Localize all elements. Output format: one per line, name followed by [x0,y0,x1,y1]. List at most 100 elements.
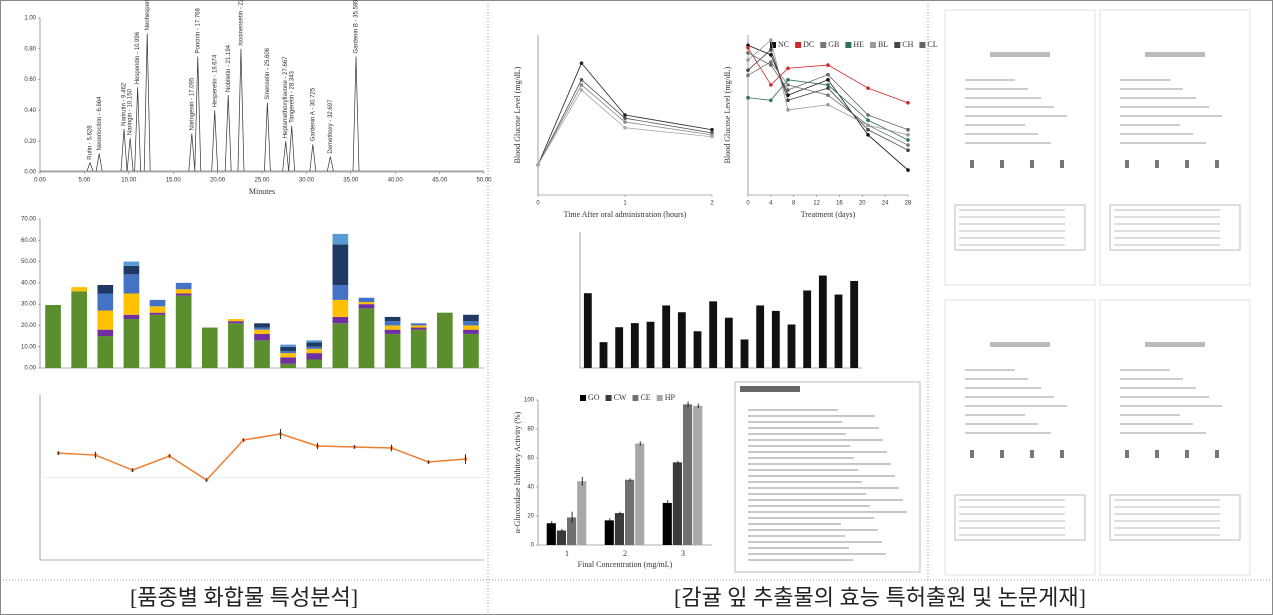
caption: [감귤 잎 추출물의 효능 특허출원 및 논문게재] [674,585,1086,610]
x-tick-label: 8 [792,201,796,207]
bar-segment [123,319,140,368]
bar-segment [123,314,140,320]
bar-segment [332,323,349,368]
y-tick-label: 0.40 [24,108,36,114]
bar-segment [384,321,401,326]
patent-seal [1060,450,1064,458]
peak-label: Gardenin B - 35.589 [354,0,360,54]
bar-segment [175,282,192,290]
point [746,43,750,48]
bar [599,342,608,368]
legend-label: CW [614,393,627,402]
peak [194,56,202,172]
bar [850,280,859,368]
x-tick-label: 16 [836,201,843,207]
point [826,63,830,67]
patent-seal [970,450,974,458]
peak-label: Naringenin - 17.095 [189,77,195,130]
point [786,88,790,92]
y-tick-label: 0.60 [24,77,36,83]
bar-segment [175,293,192,296]
patent-seal [1125,160,1129,168]
bar-segment [436,312,453,368]
point [786,83,790,87]
point [906,168,910,172]
x-tick-label: 40.00 [388,178,404,184]
point [710,127,714,132]
bar [556,530,566,545]
point [906,138,910,142]
bar-segment [463,325,479,330]
x-tick-label: 0 [746,201,750,207]
bar-segment [201,327,218,368]
bar-segment [149,306,166,313]
bar-segment [123,293,140,315]
y-tick-label: 50.00 [21,259,37,265]
patent-seal [1000,160,1004,168]
y-tick-label: 0.80 [24,46,36,52]
x-tick-label: 50.00 [476,178,492,184]
bar [693,405,703,545]
line [747,49,909,151]
peak-label: Heptamethoxyflavone - 27.667 [283,56,289,138]
point [579,61,584,65]
x-tick-label: 20.00 [210,178,226,184]
point [623,126,627,130]
y-axis-label: Blood Glucose Level (mg/dL) [723,66,732,163]
point [769,38,773,42]
bar-segment [280,357,296,364]
point [866,123,870,128]
x-tick-label: 0.00 [34,178,46,184]
bar-segment [280,350,296,354]
legend-swatch [605,395,612,401]
line [537,79,713,166]
bar [677,312,686,368]
point [826,93,830,97]
legend-label: DC [803,40,814,49]
patent-box [1109,494,1241,541]
point [906,133,910,137]
point [906,143,910,147]
y-tick-label: 0.20 [24,139,36,145]
patent-seal [1215,160,1219,168]
x-tick-label: 24 [882,201,889,207]
bar-segment [358,308,375,368]
line [537,84,713,166]
line [537,89,713,166]
x-tick-label: 0 [536,201,540,207]
bar-segment [358,304,375,309]
point [536,163,540,167]
bar-segment [97,310,114,330]
patent-seal [1030,450,1034,458]
x-tick-label: 5.00 [79,178,91,184]
peak [211,110,219,172]
x-tick-label: 20 [859,201,866,207]
peak-label: Hesperetin - 19.674 [212,54,218,107]
bar-segment [123,274,140,294]
peak [264,102,271,172]
bar-segment [123,265,140,275]
bar-segment [358,302,375,305]
peak [237,48,245,172]
y-tick-label: 60.00 [21,238,37,244]
bar [567,517,577,545]
bar-segment [306,348,323,354]
bar [771,310,780,368]
peak [188,133,196,172]
line [747,39,909,136]
point [786,93,790,97]
point [906,127,910,132]
bar-segment [175,289,192,294]
bar-segment [410,323,427,326]
bar [740,339,749,368]
bar [646,321,655,368]
bar [630,323,639,368]
bar [834,294,843,368]
peak [120,128,128,172]
bar-segment [254,323,270,328]
bar [625,479,635,545]
patent-seal [1125,450,1129,458]
y-tick-label: 60 [527,456,534,462]
bar-segment [254,340,270,368]
y-tick-label: 0.00 [24,366,36,372]
